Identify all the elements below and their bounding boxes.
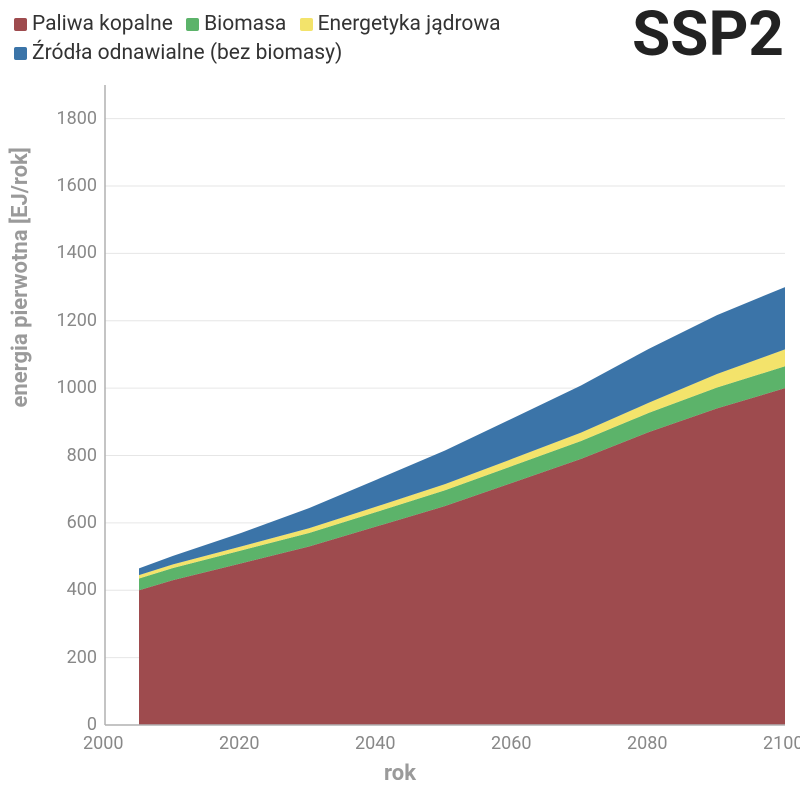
y-tick-label: 1800 <box>57 108 97 129</box>
y-tick-label: 800 <box>67 445 97 466</box>
x-tick-label: 2040 <box>355 733 395 754</box>
plot-svg <box>0 0 800 800</box>
x-tick-label: 2060 <box>491 733 531 754</box>
y-axis-label: energia pierwotna [EJ/rok] <box>8 147 33 407</box>
y-tick-label: 400 <box>67 579 97 600</box>
chart-container: Paliwa kopalne Biomasa Energetyka jądrow… <box>0 0 800 800</box>
x-axis-label: rok <box>384 761 416 786</box>
y-tick-label: 1600 <box>57 175 97 196</box>
x-tick-label: 2020 <box>219 733 259 754</box>
x-tick-label: 2100 <box>763 733 800 754</box>
x-tick-label: 2000 <box>83 733 123 754</box>
y-tick-label: 1000 <box>57 377 97 398</box>
y-tick-label: 600 <box>67 512 97 533</box>
y-tick-label: 1400 <box>57 242 97 263</box>
y-tick-label: 200 <box>67 647 97 668</box>
y-tick-label: 1200 <box>57 310 97 331</box>
x-tick-label: 2080 <box>627 733 667 754</box>
y-tick-label: 0 <box>87 714 97 735</box>
